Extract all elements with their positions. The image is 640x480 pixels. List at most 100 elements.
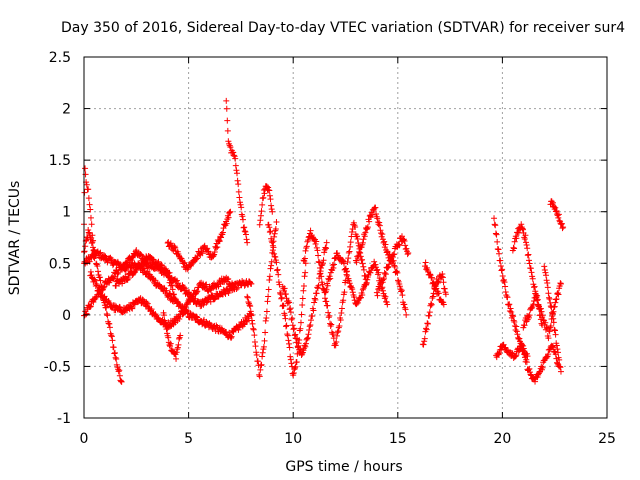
data-point (527, 265, 534, 272)
data-point (124, 307, 131, 314)
data-point (514, 331, 521, 338)
data-point (167, 277, 174, 284)
data-point (156, 282, 163, 289)
data-point (304, 335, 311, 342)
data-point (278, 294, 285, 301)
data-point (495, 246, 502, 253)
data-point (344, 259, 351, 266)
data-point (112, 354, 119, 361)
data-point (399, 292, 406, 299)
data-point (81, 189, 88, 196)
data-point (269, 239, 276, 246)
data-point (523, 359, 530, 366)
data-point (253, 351, 260, 358)
data-point (501, 279, 508, 286)
data-point (268, 202, 275, 209)
data-point (287, 353, 294, 360)
data-point (111, 273, 118, 280)
data-point (549, 199, 556, 206)
data-point (347, 243, 354, 250)
data-point (400, 236, 407, 243)
data-point (391, 251, 398, 258)
data-point (305, 237, 312, 244)
x-tick-label: 25 (598, 431, 616, 447)
data-point (546, 328, 553, 335)
data-point (341, 260, 348, 267)
data-point (529, 275, 536, 282)
data-point (250, 325, 257, 332)
data-point (109, 337, 116, 344)
data-point (324, 302, 331, 309)
data-point (103, 311, 110, 318)
data-point (439, 274, 446, 281)
data-point (395, 277, 402, 284)
data-point (283, 323, 290, 330)
data-point (548, 304, 555, 311)
data-point (303, 243, 310, 250)
data-point (422, 259, 429, 266)
data-point (234, 170, 241, 177)
data-point (180, 283, 187, 290)
data-point (345, 249, 352, 256)
data-point (270, 244, 277, 251)
data-point (359, 256, 366, 263)
data-point (440, 301, 447, 308)
data-point (194, 255, 201, 262)
data-point (423, 326, 430, 333)
data-point (379, 279, 386, 286)
data-point (559, 225, 566, 232)
data-point (110, 344, 117, 351)
x-tick-label: 5 (184, 431, 193, 447)
data-point (273, 219, 280, 226)
data-point (267, 265, 274, 272)
data-point (88, 221, 95, 228)
data-point (242, 231, 249, 238)
data-point (513, 323, 520, 330)
data-point (547, 323, 554, 330)
y-tick-label: -0.5 (44, 359, 71, 375)
data-point (194, 288, 201, 295)
data-point (274, 266, 281, 273)
data-point (230, 149, 237, 156)
data-point (223, 105, 230, 112)
data-point (381, 269, 388, 276)
data-point (293, 358, 300, 365)
data-point (507, 305, 514, 312)
data-point (124, 261, 131, 268)
data-point (175, 341, 182, 348)
data-point (234, 177, 241, 184)
data-point (426, 309, 433, 316)
data-point (257, 362, 264, 369)
data-point (538, 363, 545, 370)
data-point (442, 291, 449, 298)
data-point (313, 290, 320, 297)
data-point (512, 353, 519, 360)
data-point (237, 201, 244, 208)
data-point (300, 283, 307, 290)
data-point (371, 205, 378, 212)
data-point (550, 315, 557, 322)
data-point (312, 241, 319, 248)
data-point (190, 257, 197, 264)
x-tick-label: 0 (80, 431, 89, 447)
data-point (87, 303, 94, 310)
data-point (546, 294, 553, 301)
data-point (252, 343, 259, 350)
data-point (110, 275, 117, 282)
data-point (283, 322, 290, 329)
data-point (424, 320, 431, 327)
data-point (534, 292, 541, 299)
data-point (274, 267, 281, 274)
data-point (260, 194, 267, 201)
data-point (245, 298, 252, 305)
data-point (497, 257, 504, 264)
data-point (384, 301, 391, 308)
data-point (281, 312, 288, 319)
data-point (167, 343, 174, 350)
data-point (128, 304, 135, 311)
data-point (551, 303, 558, 310)
data-point (228, 334, 235, 341)
data-point (322, 289, 329, 296)
data-point (234, 284, 241, 291)
data-point (182, 307, 189, 314)
